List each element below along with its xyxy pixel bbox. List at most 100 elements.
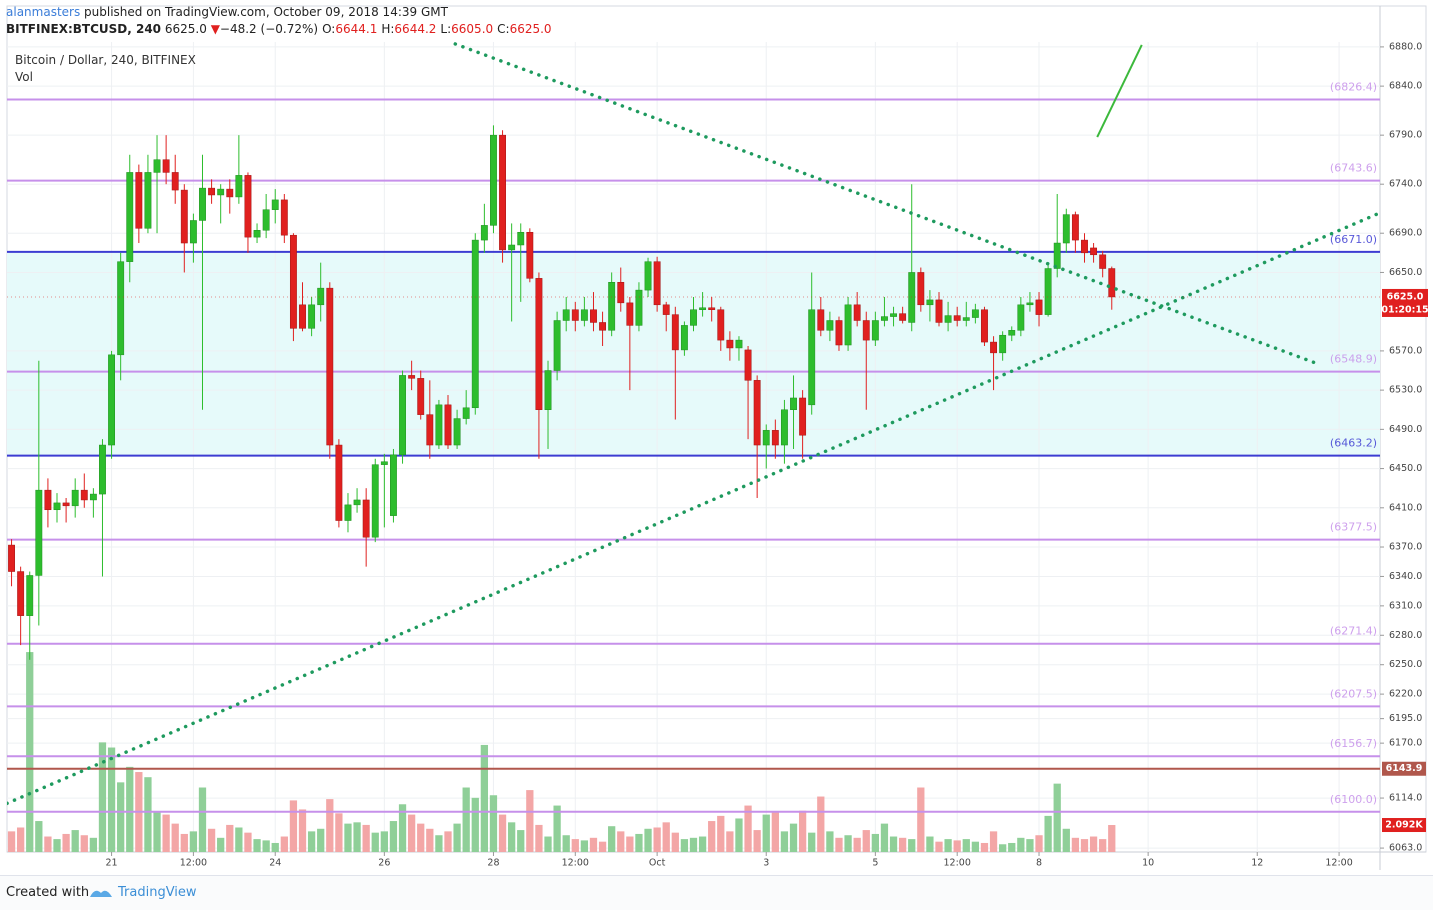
candle-body: [635, 289, 643, 326]
candle-body: [444, 404, 452, 446]
countdown: 01:20:15: [1381, 304, 1428, 315]
candle-body: [944, 315, 952, 323]
volume-bar: [762, 814, 770, 852]
publisher[interactable]: alanmasters: [6, 5, 81, 19]
ohlc-value: 6644.2: [394, 22, 437, 36]
volume-bar: [226, 824, 234, 852]
candle-body: [590, 309, 597, 323]
volume-bar: [553, 805, 561, 852]
x-tick-label: 10: [1142, 858, 1154, 869]
candle-body: [317, 287, 325, 306]
x-tick-label: 28: [487, 858, 499, 869]
published-text: published on TradingView.com, October 09…: [84, 5, 448, 19]
volume-bar: [44, 836, 52, 852]
volume-bar: [744, 805, 752, 852]
y-tick-label: 6790.0: [1389, 130, 1422, 141]
volume-bar: [71, 830, 79, 852]
volume-bar: [908, 839, 916, 852]
level-label: (6826.4): [1330, 80, 1377, 93]
volume-bar: [62, 833, 70, 852]
y-tick-label: 6063.0: [1389, 843, 1422, 854]
y-tick-label: 6250.0: [1389, 659, 1422, 670]
volume-bar: [798, 810, 807, 852]
volume-bar: [935, 841, 943, 852]
candle-body: [80, 489, 88, 501]
volume-bar: [126, 766, 134, 852]
footer-brand[interactable]: TradingView: [118, 885, 197, 900]
level-label: (6156.7): [1330, 737, 1377, 750]
footer: Created with TradingView: [0, 875, 1433, 910]
volume-bar: [317, 828, 325, 852]
volume-bar: [708, 821, 716, 852]
volume-bar: [780, 831, 789, 852]
volume-bar: [1017, 837, 1025, 852]
y-tick-label: 6195.0: [1389, 713, 1422, 724]
volume-bar: [753, 830, 761, 852]
volume-bar: [671, 832, 679, 852]
candle-body: [71, 489, 79, 507]
candle-body: [499, 134, 506, 251]
candle-body: [26, 575, 34, 616]
candle-body: [435, 404, 443, 446]
candle-body: [735, 339, 743, 349]
volume-bar: [698, 836, 707, 852]
candle-body: [644, 261, 652, 291]
candle-body: [780, 409, 788, 446]
candle-body: [1081, 239, 1088, 254]
y-tick-label: 6410.0: [1389, 502, 1422, 513]
x-tick-label: 12:00: [562, 858, 589, 869]
candle-body: [999, 334, 1007, 354]
volume-bar: [171, 823, 179, 852]
volume-bar: [880, 823, 889, 852]
volume-bar: [326, 799, 334, 852]
level-label: (6463.2): [1330, 437, 1377, 450]
volume-bar: [117, 782, 125, 852]
volume-bar: [999, 844, 1007, 852]
y-tick-label: 6310.0: [1389, 600, 1422, 611]
candle-body: [990, 341, 997, 354]
candle-body: [599, 322, 607, 331]
candle-body: [953, 315, 961, 321]
candle-body: [799, 397, 807, 436]
candle-body: [326, 287, 334, 446]
candle-body: [890, 313, 897, 317]
ohlc: O:6644.1 H:6644.2 L:6605.0 C:6625.0: [318, 22, 552, 36]
x-tick-label: 3: [763, 858, 769, 869]
level-label: (6271.4): [1330, 625, 1377, 638]
change-arrow: ▼: [210, 22, 220, 36]
x-tick-label: 8: [1036, 858, 1042, 869]
volume-bar: [280, 836, 288, 852]
volume-bar: [508, 822, 516, 852]
candle-body: [89, 493, 97, 501]
candle-body: [544, 370, 552, 410]
candle-body: [480, 225, 488, 241]
y-tick-label: 6370.0: [1389, 542, 1422, 553]
candle-body: [299, 304, 306, 329]
volume-bar: [380, 831, 388, 852]
volume-bar: [717, 815, 725, 852]
candle-body: [289, 234, 297, 329]
ohlc-value: 6605.0: [451, 22, 494, 36]
candle-body: [790, 397, 797, 410]
level-label: (6743.6): [1330, 162, 1377, 175]
candle-body: [171, 172, 179, 191]
candle-body: [962, 317, 970, 321]
volume-label: 2.092K: [1385, 820, 1423, 831]
volume-bar: [144, 777, 152, 852]
volume-box: [1382, 818, 1426, 833]
volume-bar: [526, 790, 534, 852]
volume-bar: [362, 824, 370, 852]
y-tick-label: 6280.0: [1389, 630, 1422, 641]
volume-bar: [189, 831, 198, 852]
volume-bar: [262, 840, 270, 852]
publish-line: alanmasters published on TradingView.com…: [6, 4, 552, 21]
candle-body: [826, 320, 834, 331]
candle-body: [271, 199, 279, 210]
candle-body: [235, 175, 243, 198]
volume-bar: [617, 831, 625, 852]
volume-bar: [962, 839, 970, 852]
volume-bar: [98, 742, 107, 852]
candle-body: [108, 354, 115, 446]
volume-bar: [989, 831, 998, 852]
candle-body: [699, 307, 707, 310]
